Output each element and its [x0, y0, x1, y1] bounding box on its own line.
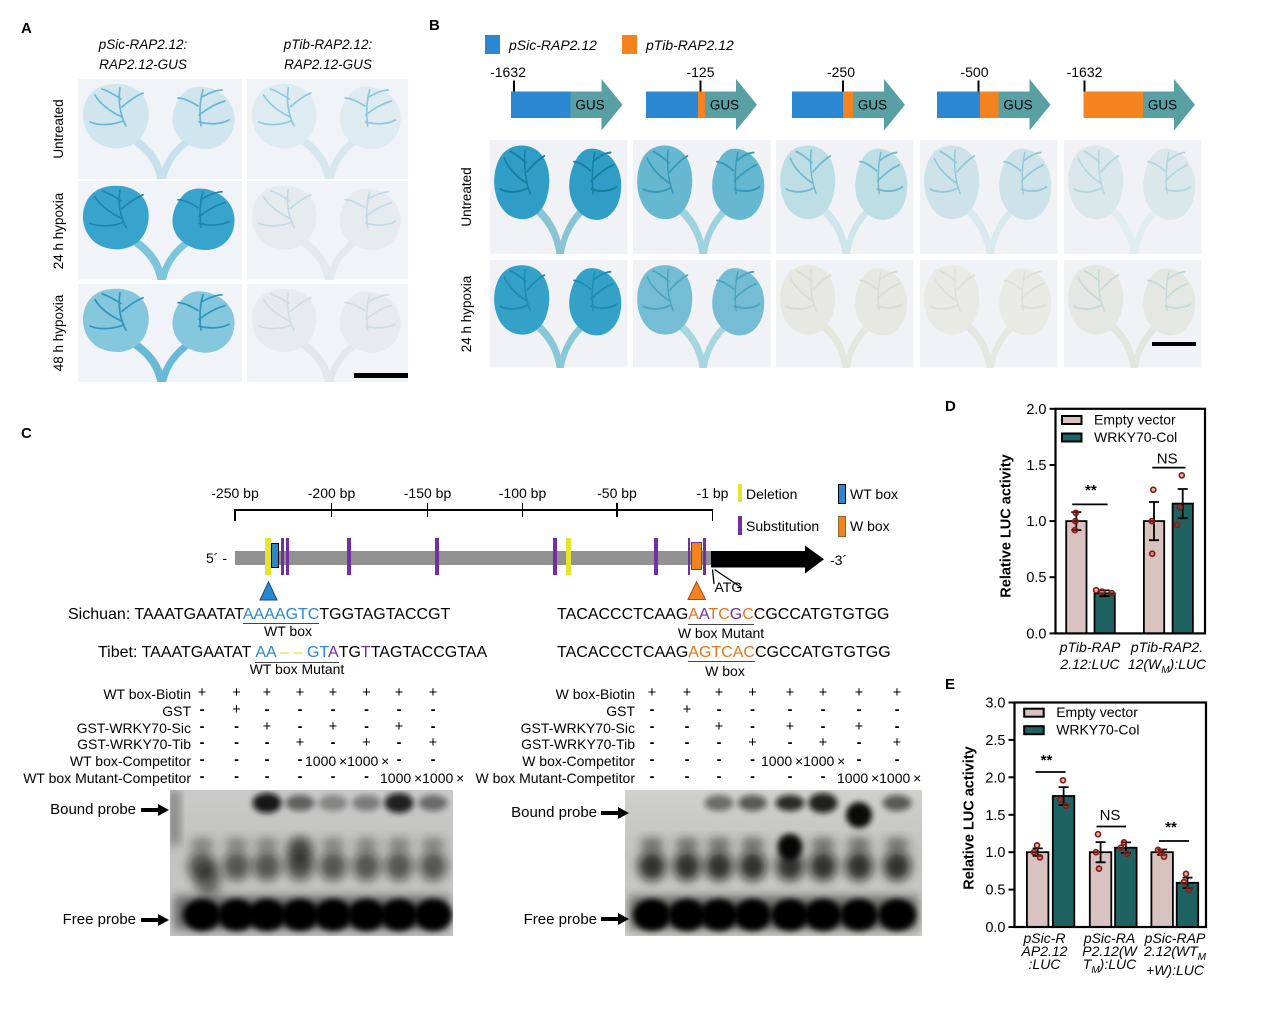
svg-text:Empty vector: Empty vector	[1056, 704, 1138, 720]
svg-text:**: **	[1085, 482, 1097, 499]
svg-text:GUS: GUS	[858, 98, 887, 113]
svg-text:GUS: GUS	[1148, 98, 1177, 113]
svg-text:0.0: 0.0	[985, 920, 1005, 936]
svg-text:3.0: 3.0	[985, 696, 1005, 712]
svg-text:GUS: GUS	[575, 98, 604, 113]
svg-text:0.5: 0.5	[985, 883, 1005, 899]
svg-text:GUS: GUS	[710, 98, 739, 113]
svg-text:Empty vector: Empty vector	[1094, 412, 1176, 428]
svg-text:2.0: 2.0	[985, 770, 1005, 786]
svg-text:**: **	[1041, 752, 1053, 769]
svg-text:GUS: GUS	[1003, 98, 1032, 113]
svg-text:-1632: -1632	[1067, 64, 1103, 80]
svg-text:-500: -500	[960, 64, 988, 80]
svg-text:Relative LUC activity: Relative LUC activity	[999, 454, 1015, 597]
svg-text:1.0: 1.0	[1026, 514, 1046, 530]
svg-text:WRKY70-Col: WRKY70-Col	[1094, 429, 1177, 445]
svg-text:Relative LUC activity: Relative LUC activity	[962, 746, 978, 889]
svg-text:1.5: 1.5	[985, 808, 1005, 824]
svg-text:NS: NS	[1157, 451, 1178, 468]
svg-text:-250: -250	[827, 64, 855, 80]
svg-text:1.5: 1.5	[1026, 458, 1046, 474]
svg-text:NS: NS	[1100, 807, 1121, 824]
svg-text:-125: -125	[686, 64, 714, 80]
svg-text:0.0: 0.0	[1026, 626, 1046, 642]
svg-text:1.0: 1.0	[985, 845, 1005, 861]
svg-text:-1632: -1632	[490, 64, 526, 80]
svg-text:WRKY70-Col: WRKY70-Col	[1056, 722, 1139, 738]
svg-text:0.5: 0.5	[1026, 570, 1046, 586]
svg-text:**: **	[1165, 819, 1177, 836]
svg-text:2.0: 2.0	[1026, 402, 1046, 418]
svg-text:2.5: 2.5	[985, 733, 1005, 749]
